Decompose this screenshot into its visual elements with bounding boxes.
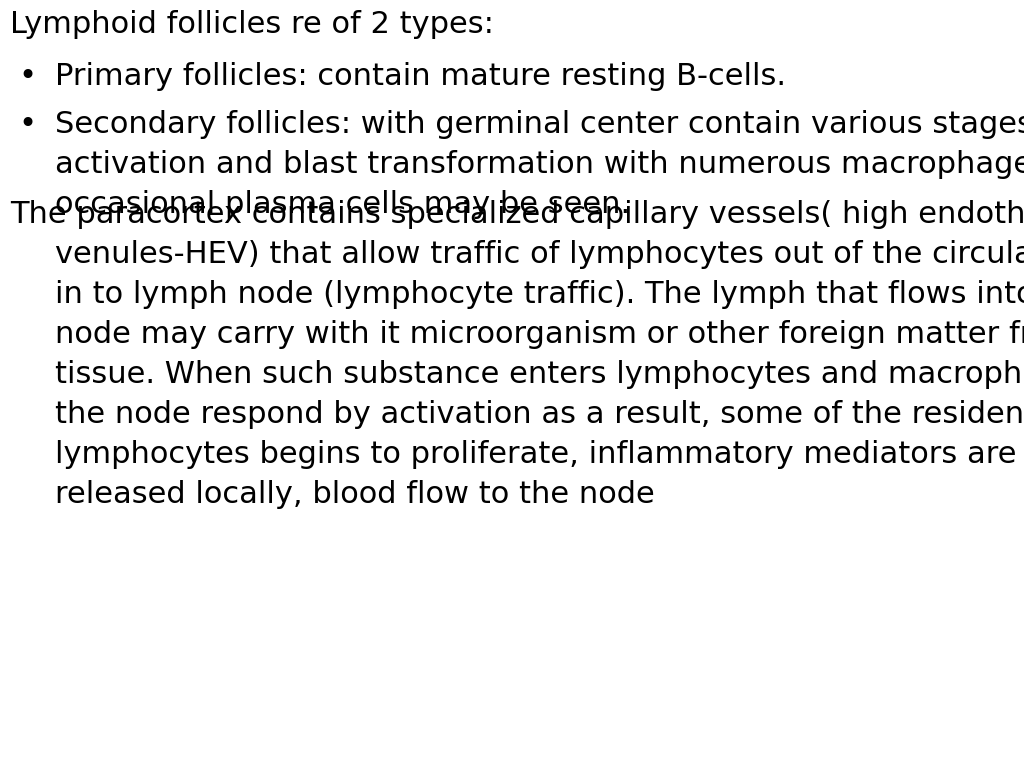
Text: Secondary follicles: with germinal center contain various stages of: Secondary follicles: with germinal cente… xyxy=(55,110,1024,139)
Text: in to lymph node (lymphocyte traffic). The lymph that flows into a: in to lymph node (lymphocyte traffic). T… xyxy=(55,280,1024,309)
Text: lymphocytes begins to proliferate, inflammatory mediators are: lymphocytes begins to proliferate, infla… xyxy=(55,440,1017,469)
Text: the node respond by activation as a result, some of the resident: the node respond by activation as a resu… xyxy=(55,400,1024,429)
Text: •: • xyxy=(18,62,36,91)
Text: Primary follicles: contain mature resting B-cells.: Primary follicles: contain mature restin… xyxy=(55,62,786,91)
Text: occasional plasma cells may be seen.: occasional plasma cells may be seen. xyxy=(55,190,630,219)
Text: tissue. When such substance enters lymphocytes and macrophage in: tissue. When such substance enters lymph… xyxy=(55,360,1024,389)
Text: •: • xyxy=(18,110,36,139)
Text: The paracortex contains specialized capillary vessels( high endothelial: The paracortex contains specialized capi… xyxy=(10,200,1024,229)
Text: released locally, blood flow to the node: released locally, blood flow to the node xyxy=(55,480,654,509)
Text: activation and blast transformation with numerous macrophage and: activation and blast transformation with… xyxy=(55,150,1024,179)
Text: venules-HEV) that allow traffic of lymphocytes out of the circulation: venules-HEV) that allow traffic of lymph… xyxy=(55,240,1024,269)
Text: node may carry with it microorganism or other foreign matter from: node may carry with it microorganism or … xyxy=(55,320,1024,349)
Text: Lymphoid follicles re of 2 types:: Lymphoid follicles re of 2 types: xyxy=(10,10,494,39)
